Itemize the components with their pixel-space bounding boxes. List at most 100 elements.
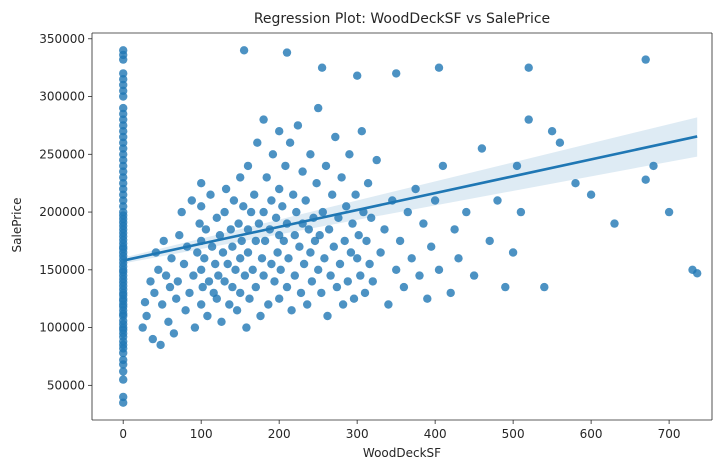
scatter-point [190, 323, 200, 332]
scatter-point [254, 219, 264, 228]
scatter-point [641, 175, 650, 184]
scatter-point [253, 138, 262, 147]
scatter-point [284, 254, 293, 263]
scatter-point [119, 127, 128, 136]
scatter-point [356, 271, 365, 280]
scatter-point [177, 207, 186, 217]
scatter-point [279, 236, 288, 246]
scatter-point [220, 277, 229, 286]
scatter-point [119, 109, 128, 119]
scatter-point [189, 271, 198, 280]
scatter-point [237, 236, 246, 246]
scatter-point [423, 294, 432, 303]
scatter-point [299, 259, 309, 269]
x-tick-label: 0 [119, 427, 127, 441]
scatter-point [169, 329, 179, 338]
scatter-point [119, 132, 128, 142]
scatter-point [353, 71, 362, 80]
scatter-point [119, 75, 128, 84]
scatter-point [434, 63, 444, 72]
scatter-point [197, 202, 206, 211]
scatter-point [236, 254, 245, 263]
scatter-point [228, 282, 237, 292]
axes-layer: 0 100 200 300 400 500 600 700 50000 100000 150000 2… [39, 32, 713, 441]
scatter-point [485, 236, 494, 246]
scatter-point [203, 311, 212, 321]
scatter-point [212, 213, 221, 222]
scatter-point [296, 288, 306, 298]
scatter-point [239, 202, 248, 211]
scatter-point [267, 259, 276, 269]
scatter-point [290, 231, 299, 240]
scatter-point [303, 300, 312, 309]
scatter-point [363, 179, 373, 188]
scatter-point [357, 127, 366, 136]
y-tick-label: 200000 [39, 205, 85, 219]
scatter-point [246, 207, 256, 217]
scatter-point [285, 138, 295, 147]
scatter-point [438, 161, 448, 171]
scatter-point [304, 225, 313, 234]
y-tick-label: 300000 [39, 90, 85, 104]
scatter-point [508, 248, 518, 257]
scatter-point [524, 63, 533, 72]
scatter-point [295, 242, 304, 251]
scatter-point [287, 306, 296, 315]
scatter-point [342, 202, 351, 211]
scatter-point [119, 207, 128, 217]
scatter-point [512, 161, 522, 171]
scatter-point [348, 219, 357, 228]
scatter-point [185, 288, 194, 298]
scatter-point [262, 173, 271, 182]
scatter-point [200, 254, 209, 263]
scatter-point [159, 236, 168, 246]
scatter-point [220, 207, 229, 217]
scatter-point [516, 207, 526, 217]
scatter-point [493, 196, 502, 205]
scatter-point [419, 219, 428, 228]
scatter-point [214, 271, 223, 280]
scatter-point [329, 242, 338, 251]
scatter-point [187, 196, 196, 205]
x-axis-title: WoodDeckSF [363, 446, 441, 460]
scatter-point [318, 207, 327, 217]
scatter-point [321, 161, 331, 171]
y-tick-label: 100000 [39, 321, 85, 335]
scatter-point [148, 334, 157, 344]
scatter-point [243, 248, 253, 257]
scatter-point [243, 161, 253, 171]
scatter-point [204, 277, 214, 286]
scatter-point [193, 248, 202, 257]
scatter-point [218, 248, 228, 257]
x-tick-label: 200 [268, 427, 291, 441]
scatter-point [275, 231, 284, 240]
scatter-point [346, 248, 356, 257]
scatter-point [215, 231, 225, 240]
scatter-point [195, 219, 204, 228]
scatter-point [345, 150, 354, 159]
scatter-point [395, 236, 405, 246]
scatter-point [217, 317, 226, 326]
scatter-point [260, 236, 270, 246]
scatter-point [310, 236, 320, 246]
scatter-point [207, 242, 217, 251]
scatter-point [324, 225, 334, 234]
scatter-point [392, 69, 401, 78]
scatter-point [282, 282, 292, 292]
scatter-point [349, 294, 359, 303]
scatter-point [290, 271, 299, 280]
scatter-point [119, 150, 128, 159]
y-tick-label: 350000 [39, 32, 85, 46]
scatter-point [360, 288, 370, 298]
scatter-point [343, 277, 352, 286]
scatter-point [384, 300, 393, 309]
scatter-point [641, 55, 650, 64]
scatter-point [362, 236, 371, 246]
scatter-point [251, 236, 260, 246]
scatter-point [372, 155, 381, 165]
scatter-point [323, 311, 332, 321]
scatter-point [119, 144, 128, 153]
scatter-point [462, 207, 471, 217]
scatter-point [340, 236, 349, 246]
scatter-point [181, 306, 190, 315]
